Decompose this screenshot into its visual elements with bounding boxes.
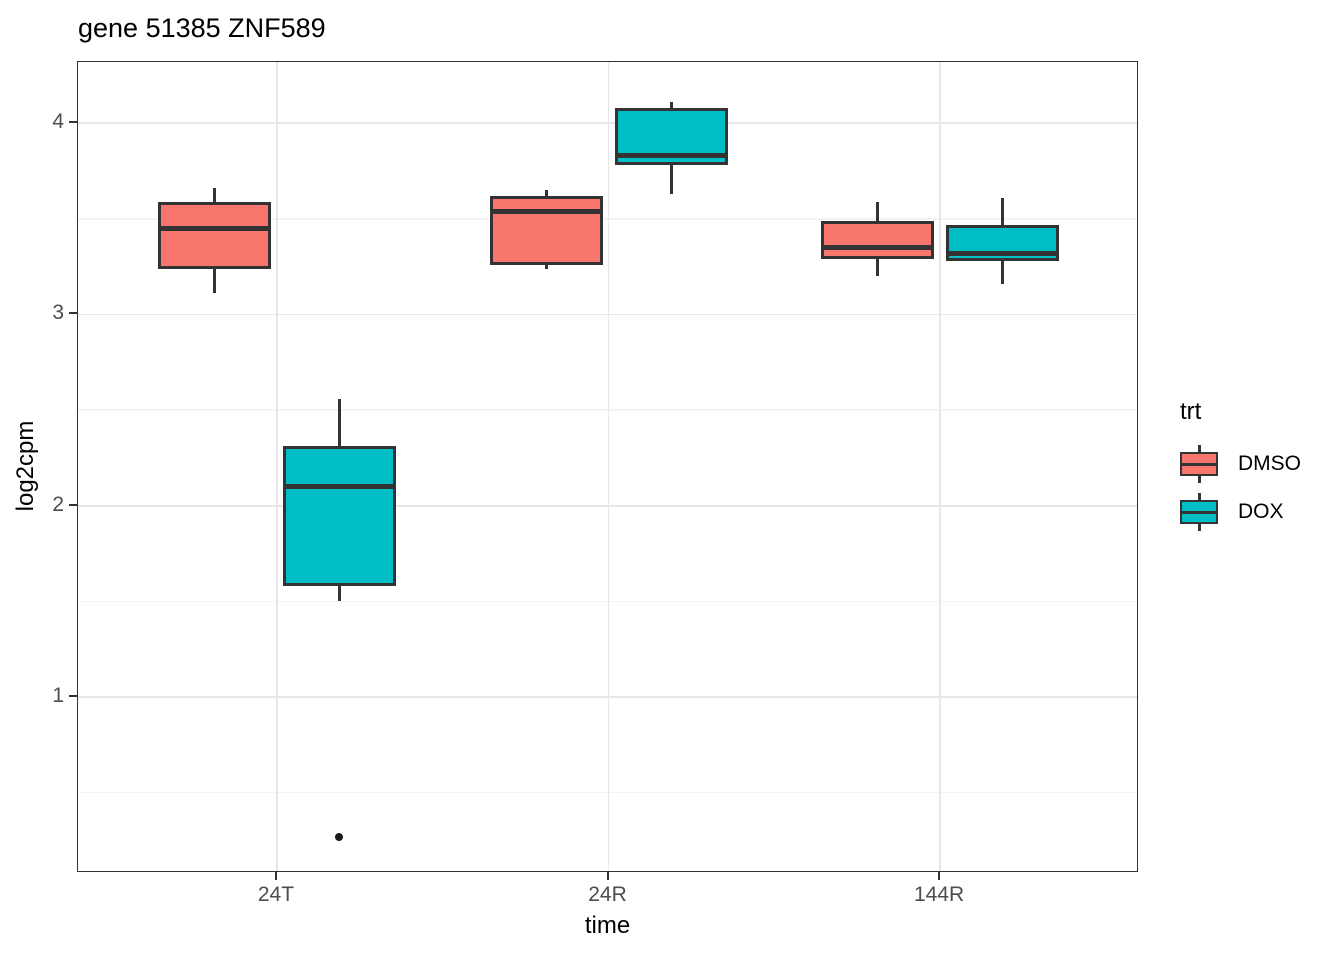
y-tick-3 — [69, 312, 77, 315]
x-tick-144R — [938, 872, 941, 880]
x-tick-24T — [274, 872, 277, 880]
gridline-major-x-144R — [939, 62, 941, 871]
plot-title: gene 51385 ZNF589 — [78, 13, 326, 43]
median-dmso-24R — [489, 208, 603, 214]
gridline-minor-y-0.5 — [78, 791, 1137, 794]
gridline-major-x-24R — [607, 62, 610, 871]
x-tick-label-24R: 24R — [588, 883, 627, 906]
y-tick-label-4: 4 — [52, 110, 64, 134]
x-tick-24R — [606, 872, 609, 880]
box-dmso-24R — [489, 195, 603, 265]
legend-label-dmso: DMSO — [1238, 452, 1301, 475]
gridline-minor-y-1.5 — [78, 600, 1137, 603]
box-dox-24T — [282, 446, 396, 587]
legend-label-dox: DOX — [1238, 500, 1284, 523]
box-dmso-24T — [157, 201, 271, 269]
y-axis-title: log2cpm — [12, 420, 39, 512]
plot-panel — [77, 61, 1138, 872]
legend-item-dox: DOX — [1180, 488, 1301, 536]
median-dox-24R — [614, 153, 728, 159]
median-dox-144R — [946, 250, 1060, 256]
x-tick-label-24T: 24T — [257, 883, 295, 906]
legend-key-median — [1180, 462, 1218, 466]
gridline-major-y-4 — [78, 122, 1137, 124]
y-tick-2 — [69, 503, 77, 506]
gridline-major-x-24T — [276, 62, 278, 871]
gridline-major-y-2 — [78, 505, 1137, 507]
y-tick-label-3: 3 — [52, 301, 64, 325]
gridline-minor-y-2.5 — [78, 409, 1137, 411]
legend-item-dmso: DMSO — [1180, 440, 1301, 488]
legend: trt DMSO DOX — [1180, 398, 1301, 536]
legend-title: trt — [1180, 398, 1202, 425]
y-tick-label-2: 2 — [52, 492, 64, 516]
x-tick-label-144R: 144R — [913, 883, 965, 906]
legend-key-median — [1180, 510, 1218, 514]
gridline-minor-y-3.5 — [78, 218, 1137, 220]
box-dmso-144R — [821, 220, 935, 259]
gridline-major-y-3 — [78, 313, 1137, 316]
y-tick-label-1: 1 — [52, 684, 64, 708]
legend-key-dmso — [1180, 443, 1218, 485]
median-dmso-144R — [821, 245, 935, 251]
median-dmso-24T — [157, 225, 271, 231]
gridline-major-y-1 — [78, 696, 1137, 698]
outlier-dox-24T-0 — [335, 832, 344, 841]
legend-items: DMSO DOX — [1180, 440, 1301, 536]
x-axis-title: time — [584, 912, 631, 939]
y-tick-4 — [69, 121, 77, 124]
y-tick-1 — [69, 695, 77, 698]
median-dox-24T — [282, 484, 396, 490]
legend-key-dox — [1180, 491, 1218, 533]
